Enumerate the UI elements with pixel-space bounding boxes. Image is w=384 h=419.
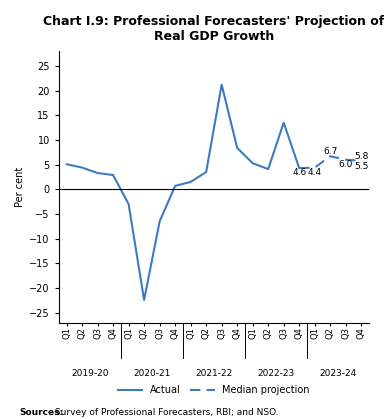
Text: 2023-24: 2023-24 <box>319 369 357 378</box>
Text: 5.8: 5.8 <box>354 152 368 161</box>
Legend: Actual, Median projection: Actual, Median projection <box>114 381 314 399</box>
Text: 5.5: 5.5 <box>354 162 368 171</box>
Y-axis label: Per cent: Per cent <box>15 167 25 207</box>
Text: 2021-22: 2021-22 <box>195 369 233 378</box>
Title: Chart I.9: Professional Forecasters' Projection of
Real GDP Growth: Chart I.9: Professional Forecasters' Pro… <box>43 15 384 43</box>
Text: Sources:: Sources: <box>19 408 63 417</box>
Text: 2020-21: 2020-21 <box>133 369 170 378</box>
Text: 4.6: 4.6 <box>292 168 306 177</box>
Text: 2019-20: 2019-20 <box>71 369 109 378</box>
Text: 6.0: 6.0 <box>339 160 353 169</box>
Text: 6.7: 6.7 <box>323 147 338 156</box>
Text: 4.4: 4.4 <box>308 168 322 177</box>
Text: Survey of Professional Forecasters, RBI; and NSO.: Survey of Professional Forecasters, RBI;… <box>52 408 278 417</box>
Text: 2022-23: 2022-23 <box>257 369 295 378</box>
